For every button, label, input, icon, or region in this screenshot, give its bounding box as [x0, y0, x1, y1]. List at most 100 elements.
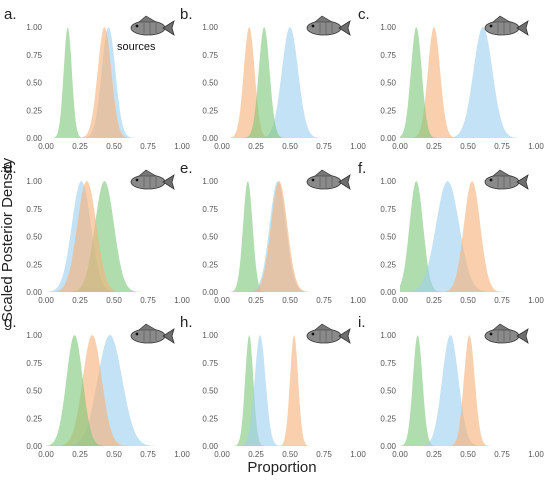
x-tick-label: 0.75: [316, 450, 332, 459]
x-tick-label: 0.50: [282, 142, 298, 151]
x-tick-label: 0.00: [38, 450, 54, 459]
x-tick-label: 1.00: [350, 142, 366, 151]
green-density-curve: [400, 27, 536, 139]
y-tick-label: 0.25: [380, 260, 396, 269]
fish-illustration-icon: [484, 15, 529, 36]
y-tick-label: 1.00: [202, 23, 218, 32]
blue-density-curve: [222, 27, 358, 138]
x-tick-label: 0.00: [38, 296, 54, 305]
y-tick-label: 0.00: [380, 442, 396, 451]
x-tick-label: 1.00: [528, 450, 544, 459]
y-tick-label: 0.75: [26, 205, 42, 214]
blue-density-curve: [46, 27, 182, 139]
green-density-curve: [46, 335, 182, 446]
panel-label: i.: [358, 314, 366, 331]
panel-i: i. 0.00 0.25 0.50 0.75 1.00 0.00 0.25 0.50 0.75 1.…: [358, 314, 544, 459]
x-tick-label: 0.50: [106, 296, 122, 305]
x-tick-label: 0.00: [392, 142, 408, 151]
y-tick-label: 0.75: [380, 51, 396, 60]
y-tick-label: 0.50: [202, 79, 218, 88]
fish-illustration-icon: [130, 169, 175, 190]
fish-illustration-icon: [130, 323, 175, 344]
y-tick-label: 1.00: [26, 331, 42, 340]
y-tick-label: 0.50: [26, 387, 42, 396]
y-tick-label: 0.75: [380, 205, 396, 214]
y-tick-label: 0.75: [26, 51, 42, 60]
y-tick-label: 0.25: [202, 260, 218, 269]
green-density-curve: [400, 181, 536, 292]
x-tick-label: 1.00: [350, 450, 366, 459]
orange-density-curve: [46, 181, 182, 292]
sources-label: sources: [117, 41, 156, 53]
panel-e: e. 0.00 0.25 0.50 0.75 1.00 0.00 0.25 0.50 0.75 1.…: [180, 160, 366, 305]
orange-density-curve: [400, 27, 536, 138]
y-tick-label: 0.00: [26, 288, 42, 297]
x-tick-label: 0.25: [72, 296, 88, 305]
panel-label: f.: [358, 160, 366, 177]
x-tick-label: 0.00: [392, 296, 408, 305]
x-tick-label: 0.75: [140, 450, 156, 459]
x-tick-label: 0.50: [460, 142, 476, 151]
y-tick-label: 0.25: [202, 414, 218, 423]
green-density-curve: [222, 335, 358, 446]
y-tick-label: 0.50: [380, 387, 396, 396]
y-tick-label: 0.00: [26, 442, 42, 451]
x-tick-label: 0.50: [460, 296, 476, 305]
x-tick-label: 0.50: [106, 142, 122, 151]
x-tick-label: 0.00: [38, 142, 54, 151]
fish-illustration-icon: [484, 323, 529, 344]
blue-density-curve: [46, 335, 182, 446]
y-tick-label: 0.50: [26, 79, 42, 88]
panels: a. 0.00 0.25 0.50 0.75 1.00 0.00 0.25 0.50 0.75 1.…: [4, 6, 544, 459]
y-tick-label: 0.50: [202, 233, 218, 242]
green-density-curve: [222, 181, 358, 292]
y-tick-label: 0.00: [202, 134, 218, 143]
x-tick-label: 0.50: [106, 450, 122, 459]
panel-g: g. 0.00 0.25 0.50 0.75 1.00 0.00 0.25 0.50 0.75 1.…: [4, 314, 190, 459]
x-tick-label: 0.25: [248, 450, 264, 459]
panel-h: h. 0.00 0.25 0.50 0.75 1.00 0.00 0.25 0.50 0.75 1.…: [180, 314, 366, 459]
green-density-curve: [222, 27, 358, 138]
y-tick-label: 0.25: [26, 414, 42, 423]
x-tick-label: 0.50: [282, 450, 298, 459]
x-tick-label: 0.25: [72, 142, 88, 151]
x-tick-label: 1.00: [528, 142, 544, 151]
fish-illustration-icon: [306, 15, 351, 36]
x-tick-label: 0.75: [494, 296, 510, 305]
x-tick-label: 0.25: [426, 450, 442, 459]
blue-density-curve: [222, 335, 358, 446]
y-tick-label: 0.25: [380, 414, 396, 423]
x-tick-label: 1.00: [174, 142, 190, 151]
x-tick-label: 0.00: [214, 142, 230, 151]
x-tick-label: 1.00: [350, 296, 366, 305]
x-tick-label: 0.25: [72, 450, 88, 459]
fish-illustration-icon: [306, 323, 351, 344]
y-tick-label: 0.75: [202, 359, 218, 368]
y-tick-label: 0.25: [26, 106, 42, 115]
blue-density-curve: [400, 181, 536, 292]
green-density-curve: [46, 181, 182, 292]
x-tick-label: 0.75: [140, 296, 156, 305]
y-tick-label: 0.25: [26, 260, 42, 269]
green-density-curve: [400, 335, 536, 446]
y-tick-label: 0.00: [380, 288, 396, 297]
panel-label: h.: [180, 314, 193, 331]
orange-density-curve: [222, 181, 358, 292]
y-tick-label: 1.00: [26, 177, 42, 186]
panel-label: e.: [180, 160, 193, 177]
x-tick-label: 0.25: [426, 296, 442, 305]
y-tick-label: 0.00: [26, 134, 42, 143]
x-tick-label: 0.25: [248, 296, 264, 305]
y-tick-label: 1.00: [202, 177, 218, 186]
y-tick-label: 0.75: [380, 359, 396, 368]
y-tick-label: 1.00: [380, 177, 396, 186]
y-tick-label: 0.50: [202, 387, 218, 396]
x-tick-label: 0.25: [426, 142, 442, 151]
fish-illustration-icon: [306, 169, 351, 190]
fish-illustration-icon: [484, 169, 529, 190]
y-tick-label: 0.50: [380, 79, 396, 88]
x-tick-label: 0.00: [214, 450, 230, 459]
y-tick-label: 1.00: [26, 23, 42, 32]
fish-illustration-icon: [130, 15, 175, 36]
x-tick-label: 0.75: [316, 142, 332, 151]
